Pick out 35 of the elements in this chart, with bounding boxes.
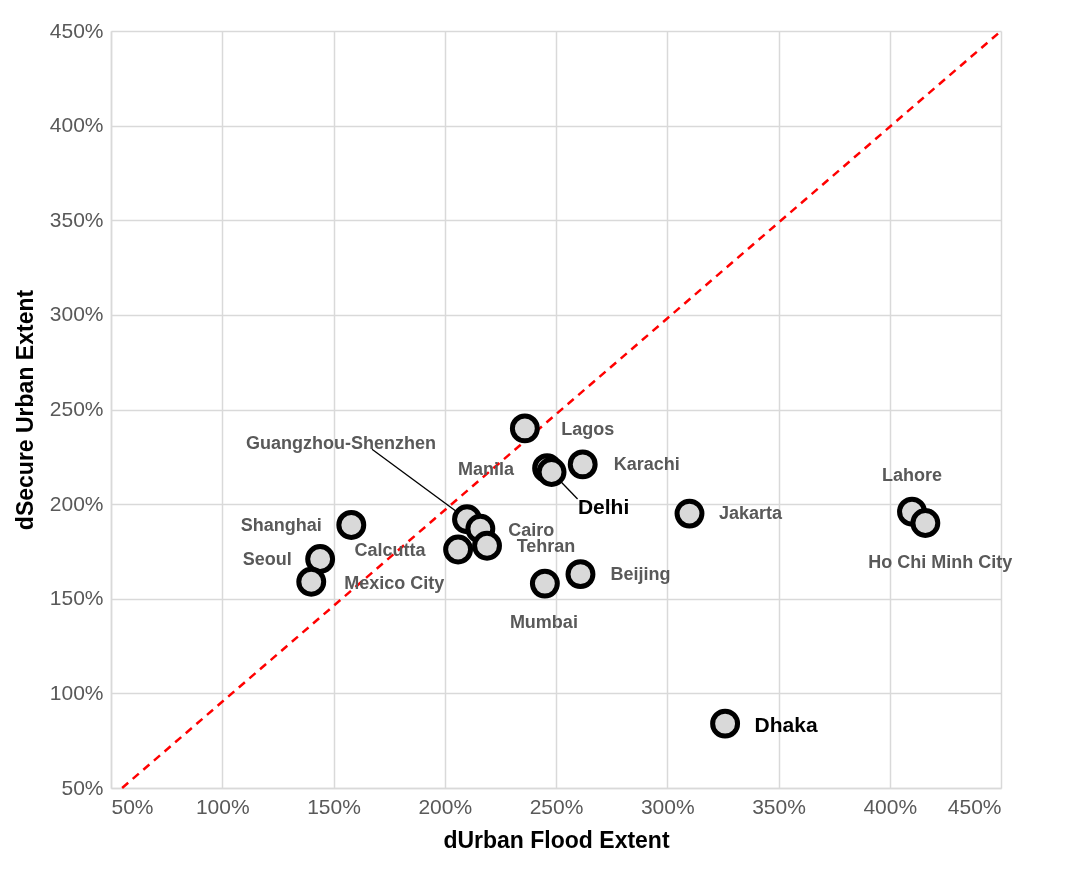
x-tick-label: 300%: [640, 794, 695, 818]
annotation: Beijing: [610, 564, 671, 585]
x-tick-label: 200%: [418, 794, 473, 818]
annotation: Shanghai: [240, 514, 322, 535]
y-tick-label: 50%: [61, 775, 104, 799]
y-axis-title: dSecure Urban Extent: [11, 289, 38, 531]
x-tick-label: 350%: [752, 794, 806, 818]
y-tick-label: 250%: [49, 397, 104, 420]
y-tick-label: 450%: [49, 18, 104, 42]
y-tick-label: 100%: [49, 680, 104, 704]
annotation: Lahore: [881, 464, 943, 485]
annotation: Lagos: [561, 419, 615, 440]
annotation: Calcutta: [354, 539, 427, 560]
annotation: Delhi: [577, 494, 630, 518]
x-tick-label: 100%: [195, 794, 250, 818]
x-axis-title: dUrban Flood Extent: [443, 826, 670, 853]
annotation: Manila: [458, 459, 516, 480]
annotation: Seoul: [242, 549, 292, 570]
y-tick-label: 150%: [49, 586, 104, 610]
annotation: Karachi: [613, 454, 680, 475]
y-tick-label: 200%: [49, 491, 104, 515]
annotation: Mumbai: [509, 611, 578, 632]
annotation: Guangzhou-Shenzhen: [246, 433, 436, 454]
x-tick-label: 450%: [947, 794, 1002, 818]
annotation: Ho Chi Minh City: [868, 552, 1013, 573]
x-tick-label: 250%: [529, 794, 584, 818]
y-tick-label: 300%: [49, 302, 104, 326]
annotation: Mexico City: [344, 572, 445, 593]
x-tick-label: 50%: [111, 794, 154, 818]
annotation: Dhaka: [754, 712, 818, 736]
annotation: Jakarta: [718, 502, 784, 523]
x-tick-label: 150%: [307, 794, 361, 818]
y-tick-label: 400%: [49, 113, 104, 137]
x-tick-label: 400%: [863, 794, 918, 818]
y-tick-label: 350%: [49, 207, 104, 231]
